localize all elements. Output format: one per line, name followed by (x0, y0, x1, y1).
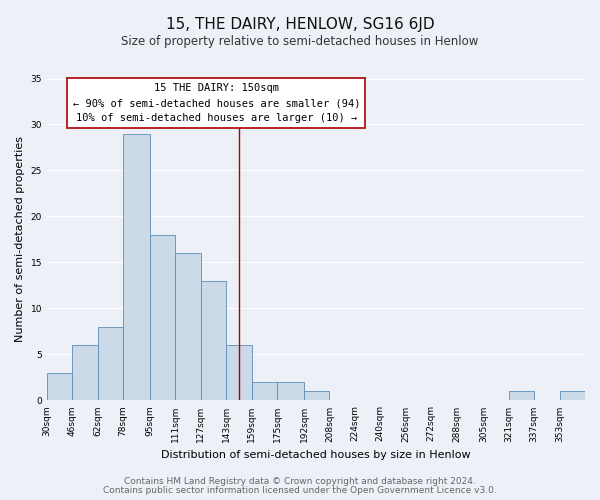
Text: 15 THE DAIRY: 150sqm
← 90% of semi-detached houses are smaller (94)
10% of semi-: 15 THE DAIRY: 150sqm ← 90% of semi-detac… (73, 84, 360, 123)
Bar (123, 134, 150, 400)
Bar (560, 391, 585, 400)
Text: 15, THE DAIRY, HENLOW, SG16 6JD: 15, THE DAIRY, HENLOW, SG16 6JD (166, 18, 434, 32)
Text: Contains HM Land Registry data © Crown copyright and database right 2024.: Contains HM Land Registry data © Crown c… (124, 477, 476, 486)
Bar (98, 327, 123, 400)
Bar (73, 345, 98, 401)
Text: Size of property relative to semi-detached houses in Henlow: Size of property relative to semi-detach… (121, 35, 479, 48)
Bar (251, 382, 277, 400)
Bar (150, 235, 175, 400)
X-axis label: Distribution of semi-detached houses by size in Henlow: Distribution of semi-detached houses by … (161, 450, 471, 460)
Text: Contains public sector information licensed under the Open Government Licence v3: Contains public sector information licen… (103, 486, 497, 495)
Bar (277, 382, 304, 400)
Bar (175, 254, 201, 400)
Bar (304, 391, 329, 400)
Bar (201, 281, 226, 400)
Bar (226, 345, 251, 401)
Bar (47, 373, 73, 400)
Y-axis label: Number of semi-detached properties: Number of semi-detached properties (15, 136, 25, 342)
Bar (509, 391, 534, 400)
